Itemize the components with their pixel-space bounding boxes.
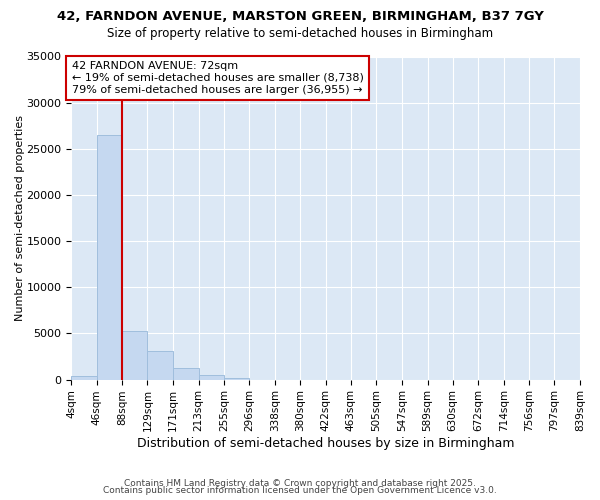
Bar xyxy=(122,330,148,380)
Bar xyxy=(173,368,199,380)
Bar xyxy=(148,351,173,380)
Text: Contains public sector information licensed under the Open Government Licence v3: Contains public sector information licen… xyxy=(103,486,497,495)
Text: 42, FARNDON AVENUE, MARSTON GREEN, BIRMINGHAM, B37 7GY: 42, FARNDON AVENUE, MARSTON GREEN, BIRMI… xyxy=(56,10,544,23)
Bar xyxy=(71,376,97,380)
X-axis label: Distribution of semi-detached houses by size in Birmingham: Distribution of semi-detached houses by … xyxy=(137,437,514,450)
Bar xyxy=(97,135,122,380)
Bar xyxy=(199,375,224,380)
Text: Contains HM Land Registry data © Crown copyright and database right 2025.: Contains HM Land Registry data © Crown c… xyxy=(124,478,476,488)
Y-axis label: Number of semi-detached properties: Number of semi-detached properties xyxy=(15,115,25,321)
Text: 42 FARNDON AVENUE: 72sqm
← 19% of semi-detached houses are smaller (8,738)
79% o: 42 FARNDON AVENUE: 72sqm ← 19% of semi-d… xyxy=(72,62,364,94)
Bar xyxy=(224,378,249,380)
Text: Size of property relative to semi-detached houses in Birmingham: Size of property relative to semi-detach… xyxy=(107,28,493,40)
